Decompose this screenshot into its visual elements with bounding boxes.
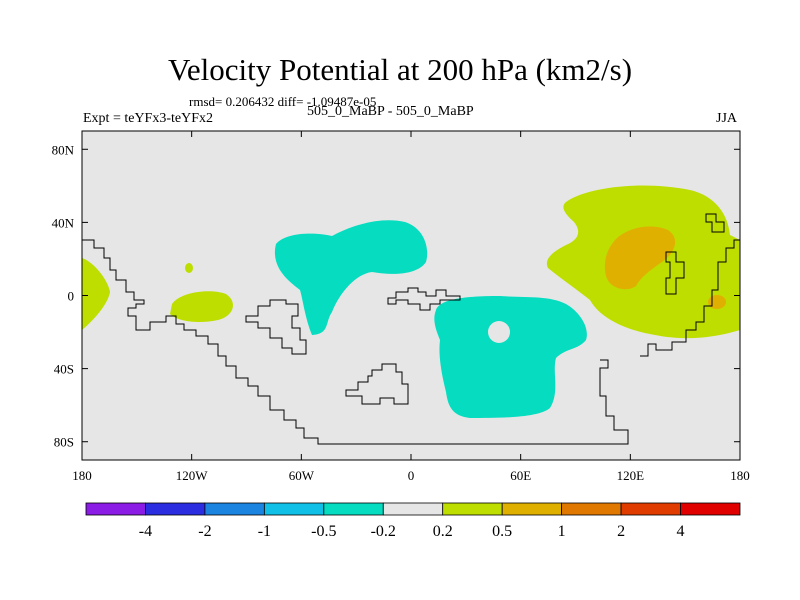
stats-line: rmsd= 0.206432 diff= -1.09487e-05 — [189, 94, 377, 109]
y-tick-label: 80S — [54, 435, 74, 450]
colorbar-label: -2 — [198, 523, 211, 540]
colorbar-label: 0.2 — [433, 523, 453, 540]
positive-tiny-spot — [185, 263, 193, 273]
negative-anomaly-africa-indian-ocean — [434, 296, 587, 418]
colorbar-swatch — [382, 502, 444, 516]
experiment-label: Expt = teYFx3-teYFx2 — [83, 111, 213, 126]
colorbar-swatch — [85, 502, 146, 516]
colorbar-label: 2 — [617, 523, 625, 540]
x-tick-label: 120E — [617, 468, 645, 483]
colorbar-swatch — [442, 502, 503, 516]
x-tick-label: 60W — [289, 468, 315, 483]
x-tick-label: 180 — [72, 468, 92, 483]
y-axis: 80N 40N 0 40S 80S — [52, 142, 740, 450]
negative-anomaly-atlantic — [274, 220, 428, 335]
x-tick-label: 0 — [408, 468, 415, 483]
colorbar-label: -0.5 — [311, 523, 336, 540]
colorbar-swatch — [323, 502, 384, 516]
y-tick-label: 0 — [68, 289, 75, 304]
coastlines — [82, 213, 740, 445]
positive-maximum-asia — [604, 226, 676, 290]
x-tick-label: 180 — [730, 468, 750, 483]
positive-anomaly-east-pacific — [170, 291, 233, 322]
y-tick-label: 40N — [52, 215, 75, 230]
colorbar-swatch — [561, 502, 622, 516]
run-label: 505_0_MaBP - 505_0_MaBP — [307, 104, 474, 119]
colorbar-label: -4 — [139, 523, 152, 540]
x-tick-label: 120W — [176, 468, 209, 483]
contour-fills — [82, 185, 740, 418]
colorbar-label: -0.2 — [371, 523, 396, 540]
neutral-hole — [488, 321, 510, 343]
colorbar-swatch — [620, 502, 681, 516]
positive-small-spot — [708, 295, 726, 309]
colorbar: -4 -2 -1 -0.5 -0.2 0.2 0.5 1 2 4 — [85, 502, 741, 540]
colorbar-label: -1 — [258, 523, 271, 540]
colorbar-label: 1 — [558, 523, 566, 540]
chart-title: Velocity Potential at 200 hPa (km2/s) — [167, 52, 633, 87]
colorbar-swatch — [501, 502, 563, 516]
colorbar-swatch — [145, 502, 206, 516]
x-tick-label: 60E — [510, 468, 531, 483]
y-tick-label: 40S — [54, 362, 74, 377]
y-tick-label: 80N — [52, 142, 75, 157]
colorbar-swatch — [204, 502, 265, 516]
season-label: JJA — [716, 111, 738, 126]
colorbar-label: 0.5 — [492, 523, 512, 540]
colorbar-swatch — [680, 502, 741, 516]
colorbar-swatch — [263, 502, 325, 516]
x-axis: 180 120W 60W 0 60E 120E 180 — [72, 131, 750, 483]
colorbar-label: 4 — [677, 523, 685, 540]
positive-anomaly-dateline — [82, 258, 110, 330]
